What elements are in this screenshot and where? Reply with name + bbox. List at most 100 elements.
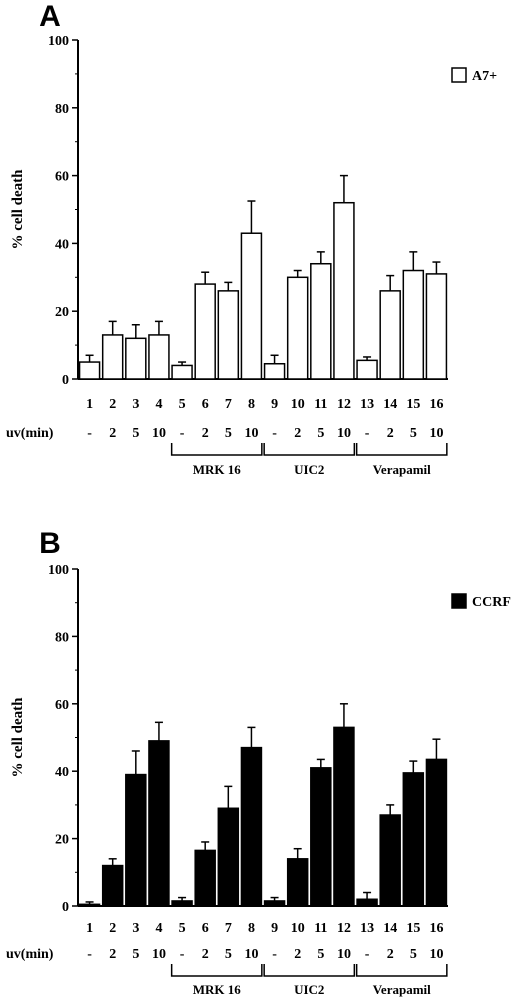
uv-value: - [365,947,370,962]
category-label: 16 [429,397,443,412]
category-label: 10 [291,921,305,936]
category-label: 13 [360,921,374,936]
bar [78,361,101,380]
category-label: 5 [179,397,186,412]
uv-value: 2 [109,426,116,441]
uv-value: 10 [152,426,166,441]
bar [333,201,355,380]
category-label: 6 [202,921,209,936]
bar [425,758,448,907]
category-label: 16 [429,921,443,936]
group-bracket [263,964,356,977]
y-tick-label: 40 [55,765,69,780]
bar [286,276,309,380]
category-label: 13 [360,397,374,412]
y-tick-label: 0 [62,373,69,388]
bar [356,359,378,380]
uv-value: 10 [337,947,351,962]
bar [425,273,448,380]
bar [101,864,124,907]
bar [286,858,309,907]
y-tick-label: 80 [55,102,69,117]
bar [356,898,378,907]
y-tick-label: 40 [55,237,69,252]
uv-value: - [87,426,92,441]
bar [101,334,124,380]
category-label: 12 [337,921,351,936]
category-label: 12 [337,397,351,412]
category-label: 15 [406,397,420,412]
bar [310,262,332,380]
uv-value: - [180,426,185,441]
uv-value: 2 [294,947,301,962]
uv-value: 10 [244,947,258,962]
category-label: 3 [132,397,139,412]
category-label: 10 [291,397,305,412]
category-label: 4 [155,397,162,412]
category-label: 11 [314,397,327,412]
y-tick-label: 0 [62,900,69,915]
y-tick-label: 80 [55,630,69,645]
uv-value: 10 [429,426,443,441]
y-tick-label: 20 [55,833,69,848]
bar [240,746,263,907]
category-label: 8 [248,921,255,936]
bar [240,232,263,380]
bar [125,773,147,907]
uv-value: 5 [410,426,417,441]
group-label: UIC2 [294,462,324,477]
bar [148,740,170,907]
bar [379,814,401,907]
panel-letter: A [39,0,61,33]
uv-value: 2 [202,426,209,441]
bar [310,767,332,907]
bar [379,290,401,380]
y-tick-label: 60 [55,698,69,713]
category-label: 3 [132,921,139,936]
uv-value: 10 [429,947,443,962]
category-label: 6 [202,397,209,412]
group-label: UIC2 [294,982,324,997]
uv-value: 5 [132,426,139,441]
uv-value: - [365,426,370,441]
bar [402,269,425,380]
group-bracket [355,964,448,977]
category-label: 1 [86,397,93,412]
category-label: 1 [86,921,93,936]
group-bracket [170,443,263,456]
legend-swatch [451,593,467,609]
legend-label: CCRF [472,595,511,610]
y-tick-label: 20 [55,305,69,320]
uv-value: - [87,947,92,962]
y-axis-title: % cell death [10,697,26,778]
uv-value: 5 [225,947,232,962]
group-label: Verapamil [373,462,431,477]
group-label: Verapamil [373,982,431,997]
uv-value: 2 [202,947,209,962]
bar [402,772,425,907]
bar [263,900,286,907]
category-label: 2 [109,397,116,412]
bar [217,807,240,907]
uv-value: - [272,947,277,962]
y-axis-title: % cell death [10,169,26,250]
category-label: 15 [406,921,420,936]
bar [78,903,101,907]
group-bracket [170,964,263,977]
uv-value: 5 [132,947,139,962]
uv-value: 10 [337,426,351,441]
uv-value: 5 [410,947,417,962]
group-label: MRK 16 [193,462,242,477]
bar [217,290,240,380]
y-tick-label: 60 [55,170,69,185]
y-tick-label: 100 [48,34,69,49]
bar [333,726,355,907]
panel-letter: B [39,527,61,560]
category-label: 5 [179,921,186,936]
category-label: 14 [383,921,397,936]
category-label: 4 [155,921,162,936]
uv-value: 5 [225,426,232,441]
uv-value: - [180,947,185,962]
